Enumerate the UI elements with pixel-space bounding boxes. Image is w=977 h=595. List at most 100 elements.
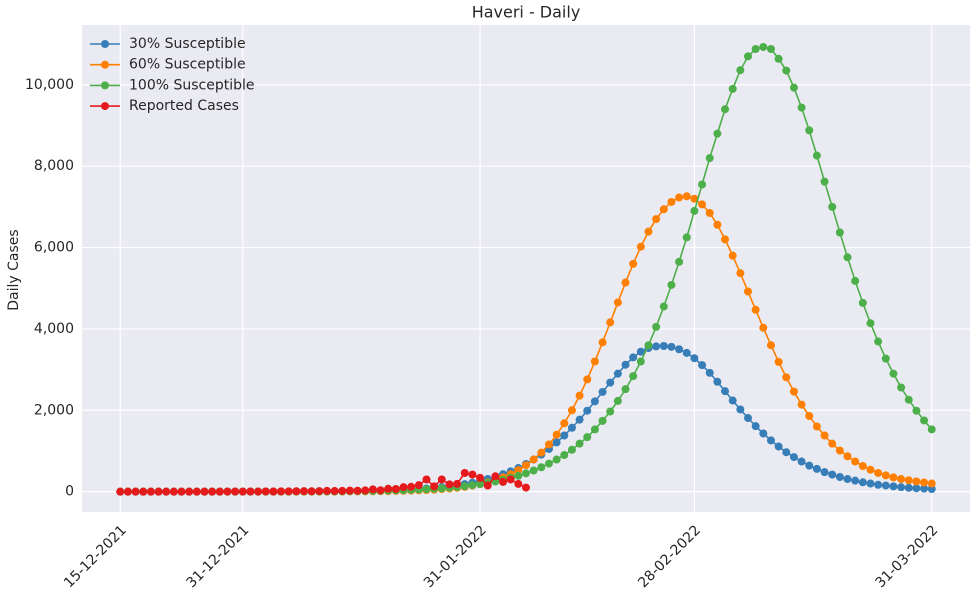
- point: [590, 397, 599, 406]
- point: [889, 473, 898, 482]
- point: [736, 405, 745, 414]
- point: [728, 396, 737, 405]
- point: [881, 354, 890, 363]
- point: [606, 318, 615, 327]
- point: [858, 478, 867, 487]
- point: [920, 478, 929, 487]
- point: [606, 407, 615, 416]
- point: [828, 202, 837, 211]
- legend: 30% Susceptible 60% Susceptible 100% Susce…: [90, 36, 255, 114]
- point: [208, 487, 217, 496]
- point: [682, 233, 691, 242]
- point: [927, 425, 936, 434]
- point: [713, 377, 722, 386]
- point: [552, 455, 561, 464]
- point: [537, 463, 546, 472]
- point: [897, 475, 906, 484]
- point: [575, 415, 584, 424]
- point: [889, 482, 898, 491]
- point: [116, 487, 125, 496]
- point: [131, 487, 140, 496]
- point: [269, 487, 278, 496]
- point: [460, 482, 469, 491]
- point: [430, 482, 439, 491]
- point: [736, 66, 745, 75]
- point: [698, 200, 707, 209]
- point: [453, 479, 462, 488]
- point: [690, 206, 699, 215]
- point: [682, 348, 691, 357]
- point: [705, 154, 714, 163]
- y-tick-label: 2,000: [34, 402, 74, 418]
- point: [468, 481, 477, 490]
- point: [613, 396, 622, 405]
- point: [177, 487, 186, 496]
- point: [162, 487, 171, 496]
- point: [544, 459, 553, 468]
- point: [897, 383, 906, 392]
- point: [881, 481, 890, 490]
- point: [866, 479, 875, 488]
- point: [422, 485, 431, 494]
- point: [636, 357, 645, 366]
- point: [713, 129, 722, 138]
- x-tick-label: 15-12-2021: [61, 522, 130, 591]
- point: [797, 457, 806, 466]
- point: [277, 487, 286, 496]
- point: [744, 414, 752, 423]
- point: [583, 433, 592, 442]
- point: [583, 406, 592, 415]
- legend-marker: [101, 40, 109, 48]
- point: [552, 430, 561, 439]
- point: [736, 269, 745, 278]
- legend-label: Reported Cases: [129, 98, 239, 114]
- point: [499, 477, 508, 486]
- point: [246, 487, 255, 496]
- point: [812, 151, 821, 160]
- point: [506, 475, 515, 484]
- point: [476, 480, 485, 489]
- point: [797, 400, 806, 409]
- point: [766, 45, 775, 54]
- point: [636, 347, 645, 356]
- point: [522, 461, 530, 470]
- point: [835, 446, 844, 455]
- point: [858, 298, 867, 307]
- point: [338, 486, 347, 495]
- point: [690, 354, 699, 363]
- point: [927, 479, 936, 488]
- point: [881, 471, 890, 480]
- point: [468, 470, 477, 479]
- point: [529, 455, 538, 464]
- point: [437, 484, 446, 493]
- point: [284, 487, 293, 496]
- y-tick-label: 10,000: [25, 77, 74, 93]
- point: [361, 486, 370, 495]
- point: [560, 419, 569, 428]
- point: [874, 337, 883, 346]
- point: [751, 422, 760, 431]
- y-tick-label: 4,000: [34, 321, 74, 337]
- point: [606, 378, 615, 387]
- point: [789, 83, 798, 92]
- point: [292, 487, 301, 496]
- point: [652, 342, 661, 351]
- legend-label: 60% Susceptible: [129, 57, 246, 73]
- point: [759, 42, 768, 51]
- point: [851, 476, 860, 485]
- point: [460, 468, 469, 477]
- point: [866, 319, 875, 328]
- point: [345, 486, 354, 495]
- point: [904, 476, 913, 485]
- point: [353, 486, 362, 495]
- point: [744, 287, 752, 296]
- point: [874, 480, 883, 489]
- legend-marker: [101, 102, 109, 111]
- point: [659, 205, 668, 214]
- point: [851, 276, 860, 285]
- point: [759, 429, 768, 438]
- point: [774, 357, 783, 366]
- point: [812, 422, 821, 431]
- point: [835, 228, 844, 237]
- point: [782, 448, 791, 457]
